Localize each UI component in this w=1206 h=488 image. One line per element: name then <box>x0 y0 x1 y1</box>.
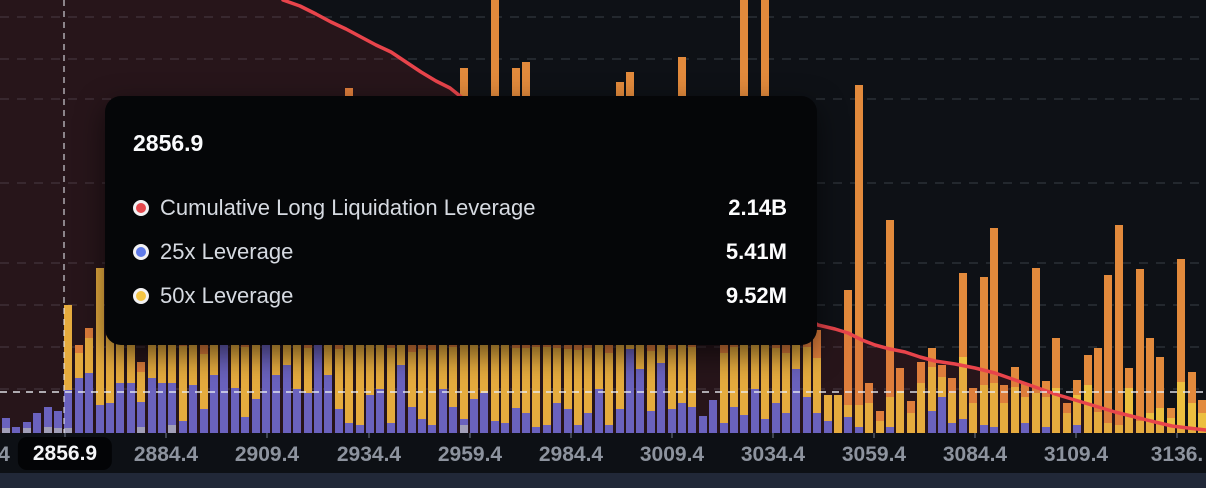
series-label-25x: 25x Leverage <box>160 239 294 264</box>
bar-stack <box>74 345 83 433</box>
bar-stack <box>54 411 62 433</box>
bar-stack <box>938 365 946 433</box>
bar-stack <box>1187 372 1196 433</box>
x-axis-tick <box>165 433 167 438</box>
bar-stack <box>886 220 894 433</box>
bar-stack <box>834 395 842 433</box>
bar-stack <box>64 305 73 433</box>
bar-stack <box>43 407 52 433</box>
series-label-50x: 50x Leverage <box>160 283 294 308</box>
bar-stack <box>958 273 967 433</box>
bar-stack <box>1000 385 1009 433</box>
x-axis-label: 2959.4 <box>437 443 503 466</box>
bar-stack <box>969 388 978 433</box>
x-axis-tick <box>64 433 66 438</box>
x-axis-tick <box>469 433 471 438</box>
bottom-strip <box>0 473 1206 488</box>
bar-stack <box>1114 225 1123 433</box>
bar-stack <box>1198 400 1206 433</box>
bar-stack <box>22 422 31 433</box>
x-axis-tick <box>570 433 572 438</box>
x-axis-label: 2884.4 <box>133 443 199 466</box>
x-axis-tick <box>772 433 774 438</box>
series-dot-cumulative-icon <box>133 200 149 216</box>
x-axis[interactable]: 4 2856.9 2884.4 2909.4 2934.4 2959.4 2984.4 300… <box>0 433 1206 473</box>
bar-stack <box>927 348 936 433</box>
series-dot-50x-icon <box>133 288 149 304</box>
bar-stack <box>823 395 832 433</box>
bar-stack <box>906 401 915 433</box>
x-axis-tick <box>266 433 268 438</box>
x-axis-label: 3009.4 <box>639 443 705 466</box>
x-axis-tick <box>1075 433 1077 438</box>
bar-stack <box>698 416 707 433</box>
bar-stack <box>1083 355 1092 433</box>
bar-stack <box>85 328 94 433</box>
bar-stack <box>1021 383 1030 433</box>
bar-stack <box>813 330 822 433</box>
bar-stack <box>1062 403 1071 433</box>
x-axis-label: 2984.4 <box>538 443 604 466</box>
x-axis-tick <box>368 433 370 438</box>
tooltip-row-cumulative: Cumulative Long Liquidation Leverage 2.1… <box>133 195 787 221</box>
bar-stack <box>1010 367 1019 433</box>
x-axis-label: 3084.4 <box>942 443 1008 466</box>
bar-stack <box>1104 275 1113 433</box>
bar-stack <box>137 362 146 433</box>
series-label-cumulative: Cumulative Long Liquidation Leverage <box>160 195 536 220</box>
bar-stack <box>709 400 718 433</box>
bar-stack <box>1073 380 1082 433</box>
x-axis-label: 3109.4 <box>1043 443 1109 466</box>
x-axis-tick <box>671 433 673 438</box>
x-axis-label: 3034.4 <box>740 443 806 466</box>
x-axis-tick <box>974 433 976 438</box>
bar-stack <box>948 378 957 433</box>
bar-stack <box>844 290 853 433</box>
bar-stack <box>1146 338 1154 433</box>
bar-stack <box>12 427 21 433</box>
bar-stack <box>896 368 905 433</box>
bar-stack <box>1135 269 1144 433</box>
bar-stack <box>33 413 42 433</box>
x-axis-label: 2909.4 <box>234 443 300 466</box>
tooltip-row-50x: 50x Leverage 9.52M <box>133 283 787 309</box>
bar-stack <box>854 85 863 433</box>
bar-stack <box>1156 357 1165 433</box>
bar-stack <box>1031 268 1040 433</box>
plot-area[interactable]: 2856.9 Cumulative Long Liquidation Lever… <box>0 0 1206 433</box>
x-axis-label: 3136. <box>1150 443 1204 466</box>
series-value-cumulative: 2.14B <box>728 195 787 220</box>
chart-tooltip: 2856.9 Cumulative Long Liquidation Lever… <box>105 96 817 345</box>
bar-stack <box>95 268 104 433</box>
series-dot-25x-icon <box>133 244 149 260</box>
x-axis-label-partial: 4 <box>0 443 10 466</box>
bar-stack <box>2 418 10 433</box>
x-axis-tick <box>873 433 875 438</box>
tooltip-row-25x: 25x Leverage 5.41M <box>133 239 787 265</box>
x-axis-tick <box>1176 433 1178 438</box>
bar-stack <box>1094 348 1102 433</box>
bar-stack <box>865 383 874 433</box>
tooltip-title: 2856.9 <box>133 130 204 156</box>
bar-stack <box>1052 338 1061 433</box>
x-axis-label: 2934.4 <box>336 443 402 466</box>
bar-stack <box>979 277 988 433</box>
series-value-25x: 5.41M <box>725 239 787 264</box>
x-axis-label: 3059.4 <box>841 443 907 466</box>
bar-stack <box>1177 259 1186 433</box>
bar-stack <box>990 228 998 433</box>
series-value-50x: 9.52M <box>725 283 787 308</box>
bar-stack <box>917 362 926 433</box>
bar-stack <box>1125 368 1134 433</box>
x-axis-highlighted-label: 2856.9 <box>17 437 113 470</box>
bar-stack <box>875 411 884 433</box>
